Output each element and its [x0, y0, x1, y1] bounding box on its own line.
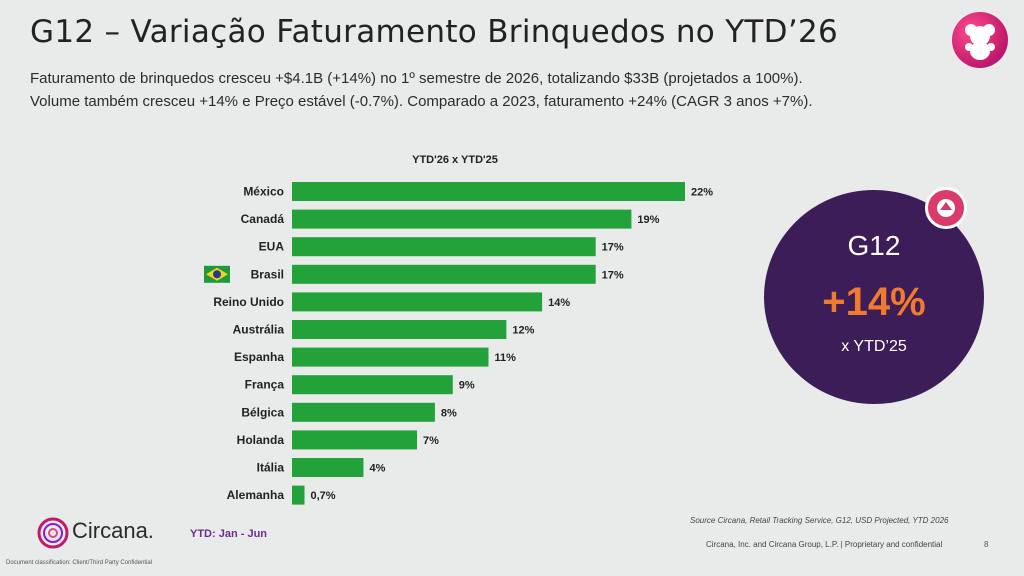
chart-title: YTD'26 x YTD'25	[412, 154, 498, 166]
bubble-value: +14%	[822, 280, 926, 324]
category-label: Espanha	[234, 350, 284, 364]
category-label: Reino Unido	[213, 295, 284, 309]
subtitle-line-1: Faturamento de brinquedos cresceu +$4.1B…	[30, 70, 803, 87]
page-number: 8	[984, 540, 989, 549]
teddy-bear-logo-icon	[952, 12, 1008, 68]
bar	[292, 209, 632, 229]
category-label: Canadá	[241, 212, 285, 226]
bar	[292, 430, 418, 450]
value-label: 19%	[637, 214, 659, 226]
circana-logo-icon	[36, 516, 70, 550]
value-label: 7%	[423, 435, 439, 447]
subtitle-line-2: Volume também cresceu +14% e Preço estáv…	[30, 93, 813, 110]
bar	[292, 458, 364, 477]
category-label: Itália	[257, 461, 285, 475]
category-label: Bélgica	[241, 405, 284, 419]
value-label: 9%	[459, 380, 475, 392]
circana-brand: Circana.	[72, 518, 154, 543]
bubble-label: G12	[847, 230, 901, 261]
value-label: 11%	[495, 352, 517, 364]
value-label: 22%	[691, 187, 713, 199]
bar	[292, 402, 435, 422]
ytd-note: YTD: Jan - Jun	[190, 528, 268, 540]
bar	[292, 292, 543, 312]
bar	[292, 182, 685, 201]
bar	[292, 320, 507, 339]
value-label: 4%	[369, 463, 385, 475]
source-note: Source Circana, Retail Tracking Service,…	[690, 516, 949, 525]
category-label: EUA	[259, 240, 285, 254]
bar	[292, 347, 489, 367]
category-label: Brasil	[251, 267, 284, 281]
value-label: 14%	[548, 297, 570, 309]
value-label: 17%	[602, 269, 624, 281]
bar	[292, 237, 596, 257]
bar	[292, 375, 453, 395]
category-label: Alemanha	[227, 488, 285, 502]
category-label: França	[245, 378, 285, 392]
value-label: 17%	[602, 242, 624, 254]
bubble-comparison: x YTD’25	[841, 338, 907, 355]
document-classification: Document classification: Client/Third Pa…	[6, 560, 153, 566]
bar	[292, 485, 305, 505]
value-label: 8%	[441, 407, 457, 419]
copyright-note: Circana, Inc. and Circana Group, L.P. | …	[706, 540, 943, 549]
category-label: México	[243, 185, 284, 199]
value-label: 12%	[512, 325, 534, 337]
brazil-flag-icon	[204, 265, 230, 283]
bar	[292, 264, 596, 284]
page-title: G12 – Variação Faturamento Brinquedos no…	[30, 14, 839, 50]
arrow-up-icon	[925, 187, 967, 229]
category-label: Holanda	[237, 433, 285, 447]
category-label: Austrália	[233, 323, 285, 337]
value-label: 0,7%	[311, 490, 336, 502]
